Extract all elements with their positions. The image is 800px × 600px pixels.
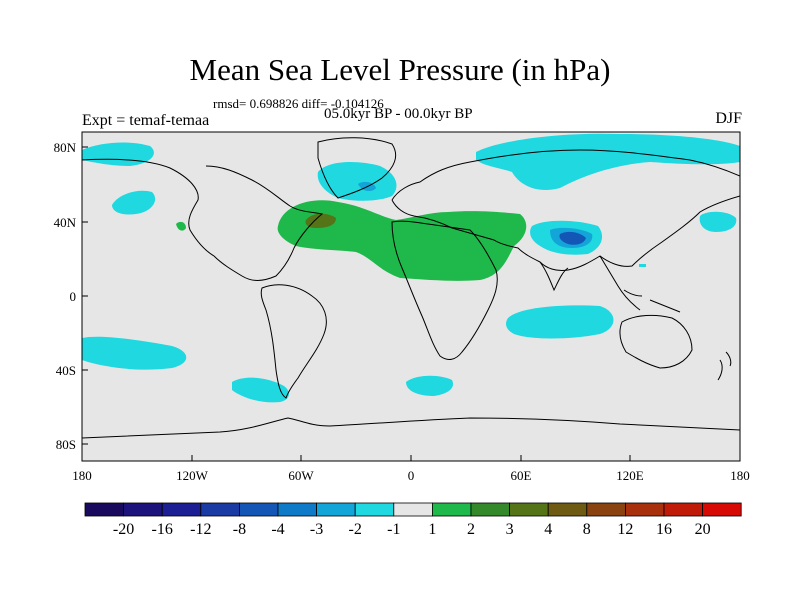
colorbar-label: -3 [310,521,323,538]
season-label: DJF [715,110,742,127]
stats-line: rmsd= 0.698826 diff= -0.104126 [213,96,384,111]
anomaly-region-atlantic-to-north-africa [277,200,527,281]
x-tick-label: 120W [176,468,209,483]
y-tick-label: 40N [54,215,77,230]
colorbar-box [84,502,124,517]
colorbar-label: 12 [617,521,633,538]
coastlines [82,137,740,439]
y-tick-label: 80S [56,437,76,452]
colorbar-box [663,502,703,517]
coast-antarctica [82,417,740,439]
colorbar-box [586,502,626,517]
colorbar-label: -2 [349,521,362,538]
anomaly-region-north-pacific [112,190,156,215]
colorbar-box [354,502,395,517]
plot-title: Mean Sea Level Pressure (in hPa) [189,52,611,87]
colorbar-label: -4 [271,521,284,538]
anomaly-region-south-atlantic [406,375,454,396]
colorbar-label: 8 [583,521,591,538]
colorbar-box [547,502,588,517]
colorbar-label: -1 [387,521,400,538]
x-tick-label: 180 [72,468,92,483]
colorbar-box [316,502,356,517]
coast-australia [619,314,693,369]
colorbar-label: 2 [467,521,475,538]
colorbar-label: -16 [152,521,173,538]
colorbar-box [123,502,163,517]
anomaly-region-north-pacific-east [699,211,737,232]
colorbar-box [238,502,279,517]
colorbar-label: -20 [113,521,134,538]
anomaly-region-pacific-north-green [176,221,186,231]
y-axis: 80N 40N 0 40S 80S [54,140,88,452]
anomaly-region-atlantic-core [305,213,336,228]
colorbar-box [161,502,202,517]
colorbar-label: 20 [695,521,711,538]
colorbar-label: 4 [544,521,552,538]
anomaly-region-indian-ocean [506,305,614,339]
anomaly-region-southern-chile [232,377,289,403]
colorbar-box [277,502,317,517]
x-tick-label: 60W [288,468,314,483]
anomaly-region-greenland [317,162,397,201]
colorbar-box [702,502,742,517]
colorbar-label: 1 [428,521,436,538]
x-tick-label: 120E [616,468,644,483]
colorbar-box [509,502,549,517]
x-axis: 180 120W 60W 0 60E 120E 180 [72,455,750,483]
map-background [82,132,740,461]
y-tick-label: 80N [54,140,77,155]
colorbar-label: 16 [656,521,672,538]
experiment-label: Expt = temaf-temaa [82,112,210,129]
anomaly-region-arctic [476,133,740,191]
period-label: 05.0kyr BP - 00.0kyr BP [324,106,473,122]
y-tick-label: 0 [70,289,77,304]
coast-north-america [82,158,324,281]
colorbar-label: -12 [190,521,211,538]
colorbar-label: 3 [506,521,514,538]
coast-south-america [260,284,327,399]
y-tick-label: 40S [56,363,76,378]
colorbar [84,502,742,517]
x-tick-label: 60E [511,468,532,483]
coast-africa [391,220,498,360]
colorbar-label: -8 [233,521,246,538]
coast-southeast-asia [599,255,681,313]
colorbar-box [431,502,472,517]
anomaly-region-west-pacific-speck [639,264,646,267]
colorbar-labels: -20 -16 -12 -8 -4 -3 -2 -1 1 2 3 4 8 12 16 20 [113,521,711,538]
colorbar-box [470,502,510,517]
anomaly-region-south-pacific-west [82,336,187,370]
coast-india [539,261,569,292]
x-tick-label: 0 [408,468,415,483]
colorbar-box [393,502,433,517]
coast-greenland [317,137,397,199]
x-tick-label: 180 [730,468,750,483]
anomaly-region-tibet-core [559,231,586,245]
colorbar-box [625,502,665,517]
colorbar-box [200,502,240,517]
coast-new-zealand [717,351,732,381]
